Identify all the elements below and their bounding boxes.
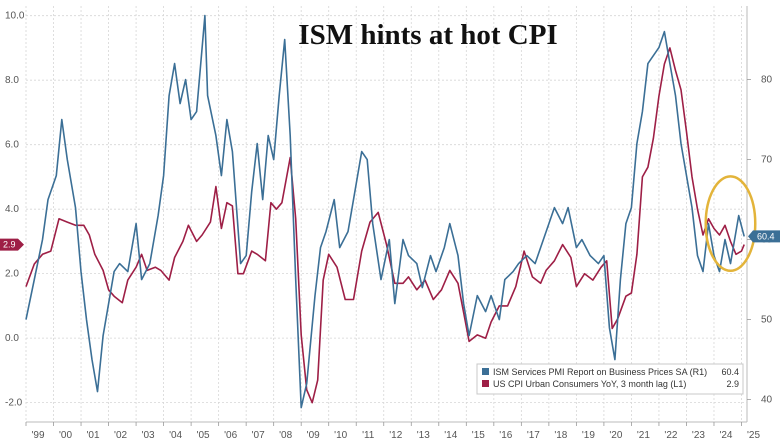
left-tick-label: 0.0 (5, 333, 19, 344)
value-badges: 2.9 60.4 (0, 230, 780, 251)
x-tick-label: '08 (279, 430, 292, 441)
legend-swatch (482, 368, 489, 375)
x-tick-label: '02 (114, 430, 127, 441)
chart-title: ISM hints at hot CPI (298, 19, 557, 51)
legend-box (476, 363, 744, 395)
x-tick-label: '12 (389, 430, 402, 441)
annotations (704, 175, 757, 273)
x-tick-label: '99 (31, 430, 44, 441)
x-tick-label: '20 (609, 430, 622, 441)
x-tick-label: '11 (362, 430, 375, 441)
right-tick-label: 70 (761, 155, 773, 166)
ism-value-badge-label: 60.4 (757, 231, 775, 241)
highlight-ellipse (704, 175, 757, 273)
x-tick-label: '05 (197, 430, 210, 441)
x-tick-label: '14 (444, 430, 457, 441)
x-tick-label: '22 (664, 430, 677, 441)
x-tick-label: '13 (417, 430, 430, 441)
x-tick-label: '18 (554, 430, 567, 441)
x-tick-label: '19 (582, 430, 595, 441)
cpi-value-badge-label: 2.9 (3, 240, 16, 250)
series-lines (25, 14, 745, 409)
left-tick-label: 4.0 (5, 204, 19, 215)
x-tick-label: '25 (747, 430, 760, 441)
x-tick-label: '17 (527, 430, 540, 441)
x-tick-label: '06 (224, 430, 237, 441)
left-tick-label: 6.0 (5, 140, 19, 151)
ism-value-badge (748, 230, 780, 243)
legend-entry-label: US CPI Urban Consumers YoY, 3 month lag … (493, 379, 686, 389)
legend-entry-value: 2.9 (726, 379, 739, 389)
legend-entry-value: 60.4 (721, 367, 739, 377)
left-tick-label: -2.0 (5, 398, 23, 409)
x-tick-label: '00 (59, 430, 72, 441)
x-tick-label: '16 (499, 430, 512, 441)
cpi-value-badge (0, 238, 24, 251)
gridlines (25, 6, 748, 423)
left-axis-ticks: -2.0 0.0 2.0 4.0 6.0 8.0 10.0 (5, 11, 25, 409)
x-axis-ticks: '99 '00 '01 '02 '03 '04 '05 '06 '07 '08 '09 '10 '11 '… (25, 422, 760, 441)
x-tick-label: '01 (87, 430, 100, 441)
right-tick-label: 40 (761, 395, 773, 406)
x-tick-label: '09 (307, 430, 320, 441)
right-tick-label: 80 (761, 75, 773, 86)
x-tick-label: '21 (637, 430, 650, 441)
legend-entry-label: ISM Services PMI Report on Business Pric… (493, 367, 707, 377)
left-tick-label: 2.0 (5, 269, 19, 280)
x-tick-label: '07 (252, 430, 265, 441)
x-tick-label: '04 (169, 430, 182, 441)
x-tick-label: '03 (142, 430, 155, 441)
x-tick-label: '23 (692, 430, 705, 441)
legend-swatch (482, 380, 489, 387)
x-tick-label: '15 (472, 430, 485, 441)
x-tick-label: '10 (334, 430, 347, 441)
left-tick-label: 10.0 (5, 11, 25, 22)
right-tick-label: 50 (761, 315, 773, 326)
x-tick-label: '24 (719, 430, 732, 441)
legend: ISM Services PMI Report on Business Pric… (476, 363, 744, 395)
left-tick-label: 8.0 (5, 75, 19, 86)
ism-prices-line (25, 14, 745, 409)
